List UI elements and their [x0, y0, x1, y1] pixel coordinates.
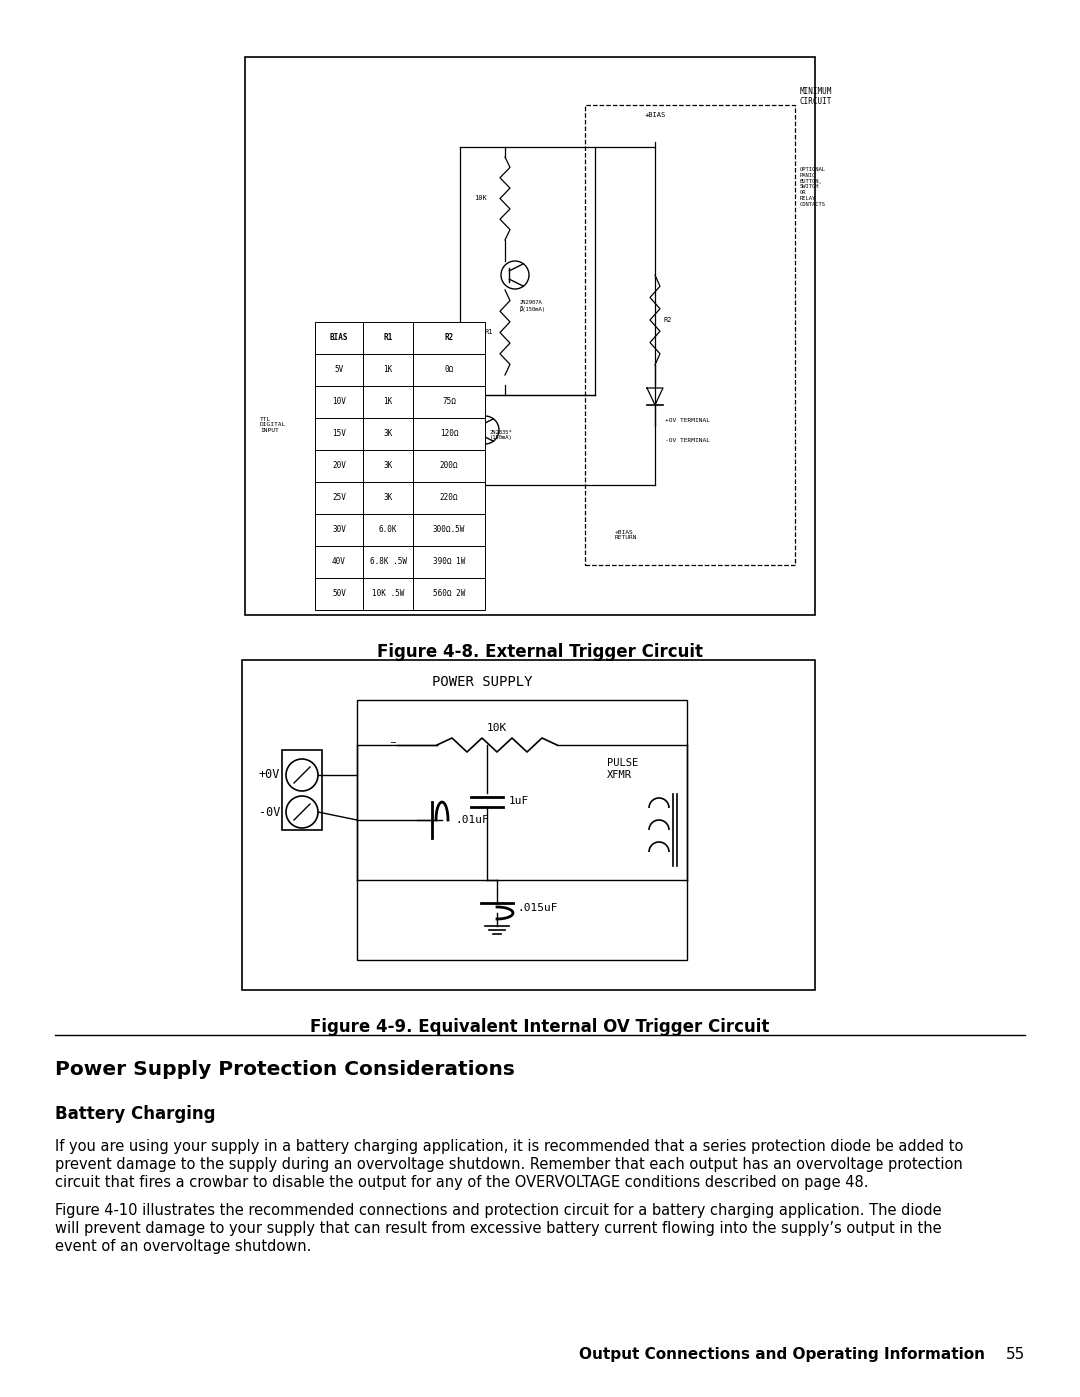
Text: 300Ω.5W: 300Ω.5W: [433, 525, 465, 535]
Text: R1: R1: [485, 330, 492, 335]
Text: 1K: 1K: [383, 398, 393, 407]
Text: 560Ω 2W: 560Ω 2W: [433, 590, 465, 598]
Text: BIAS: BIAS: [329, 334, 348, 342]
Text: +0V: +0V: [258, 768, 280, 781]
Text: 10V: 10V: [332, 398, 346, 407]
Text: -OV TERMINAL: -OV TERMINAL: [665, 437, 710, 443]
Bar: [413, 482, 485, 514]
Bar: [315, 386, 363, 418]
Bar: [363, 482, 413, 514]
Text: prevent damage to the supply during an overvoltage shutdown. Remember that each : prevent damage to the supply during an o…: [55, 1157, 962, 1172]
Bar: [363, 578, 413, 610]
Bar: [413, 514, 485, 546]
Bar: [363, 546, 413, 578]
Text: Battery Charging: Battery Charging: [55, 1105, 216, 1123]
Text: 2N2835*
(150mA): 2N2835* (150mA): [490, 430, 513, 440]
Bar: [413, 353, 485, 386]
Text: 10K: 10K: [474, 196, 487, 201]
Bar: [357, 700, 687, 960]
Text: 50V: 50V: [332, 590, 346, 598]
Text: .01uF: .01uF: [455, 814, 489, 826]
Text: 0Ω: 0Ω: [444, 366, 454, 374]
Text: _: _: [390, 733, 395, 743]
Bar: [363, 353, 413, 386]
Bar: [363, 321, 413, 353]
Text: 1K: 1K: [383, 366, 393, 374]
Bar: [363, 418, 413, 450]
Text: * OR EQUIVALENT: * OR EQUIVALENT: [399, 532, 462, 538]
Bar: [413, 386, 485, 418]
Text: circuit that fires a crowbar to disable the output for any of the OVERVOLTAGE co: circuit that fires a crowbar to disable …: [55, 1175, 868, 1190]
Text: Figure 4-10 illustrates the recommended connections and protection circuit for a: Figure 4-10 illustrates the recommended …: [55, 1203, 942, 1218]
Text: 1uF: 1uF: [509, 796, 529, 806]
Text: MINIMUM
CIRCUIT: MINIMUM CIRCUIT: [800, 87, 833, 106]
Text: -0V: -0V: [258, 806, 280, 819]
Text: 6.8K .5W: 6.8K .5W: [369, 557, 406, 567]
Bar: [315, 482, 363, 514]
Text: TTL
DIGITAL
INPUT: TTL DIGITAL INPUT: [260, 416, 286, 433]
Bar: [315, 321, 363, 353]
Text: 15V: 15V: [332, 429, 346, 439]
Text: 10K .5W: 10K .5W: [372, 590, 404, 598]
Text: R1: R1: [383, 334, 393, 342]
Text: 120Ω: 120Ω: [440, 429, 458, 439]
Text: 10K: 10K: [432, 450, 445, 455]
Bar: [245, 57, 815, 615]
Text: OPTIONAL
PANIC
BUTTON,
SWITCH
OR
RELAY
CONTACTS: OPTIONAL PANIC BUTTON, SWITCH OR RELAY C…: [800, 168, 826, 207]
Bar: [413, 578, 485, 610]
Text: Output Connections and Operating Information: Output Connections and Operating Informa…: [579, 1347, 985, 1362]
Text: If you are using your supply in a battery charging application, it is recommende: If you are using your supply in a batter…: [55, 1139, 963, 1154]
Text: 75Ω: 75Ω: [442, 398, 456, 407]
Text: R2: R2: [663, 317, 672, 323]
Bar: [315, 418, 363, 450]
Bar: [413, 418, 485, 450]
Bar: [315, 450, 363, 482]
Text: PULSE
XFMR: PULSE XFMR: [607, 759, 638, 780]
Bar: [242, 659, 815, 990]
Text: 20V: 20V: [332, 461, 346, 471]
Text: POWER SUPPLY: POWER SUPPLY: [432, 675, 532, 689]
Bar: [585, 105, 795, 564]
Bar: [363, 514, 413, 546]
Text: 6.0K: 6.0K: [379, 525, 397, 535]
Text: 2N2907A
β(150mA): 2N2907A β(150mA): [519, 300, 546, 312]
Text: 3K: 3K: [383, 461, 393, 471]
Text: 10K: 10K: [411, 409, 424, 416]
Bar: [363, 386, 413, 418]
Text: 220Ω: 220Ω: [440, 493, 458, 503]
Text: Power Supply Protection Considerations: Power Supply Protection Considerations: [55, 1060, 515, 1078]
Text: event of an overvoltage shutdown.: event of an overvoltage shutdown.: [55, 1239, 311, 1255]
Text: 3K: 3K: [383, 493, 393, 503]
Bar: [363, 450, 413, 482]
Text: 200Ω: 200Ω: [440, 461, 458, 471]
Text: +BIAS: +BIAS: [645, 112, 665, 117]
Bar: [413, 321, 485, 353]
Bar: [282, 750, 322, 830]
Text: 30V: 30V: [332, 525, 346, 535]
Text: 40V: 40V: [332, 557, 346, 567]
Text: 390Ω 1W: 390Ω 1W: [433, 557, 465, 567]
Bar: [315, 546, 363, 578]
Text: Figure 4-8. External Trigger Circuit: Figure 4-8. External Trigger Circuit: [377, 643, 703, 661]
Bar: [413, 450, 485, 482]
Text: Figure 4-9. Equivalent Internal OV Trigger Circuit: Figure 4-9. Equivalent Internal OV Trigg…: [310, 1018, 770, 1037]
Bar: [315, 514, 363, 546]
Bar: [413, 546, 485, 578]
Text: 3K: 3K: [383, 429, 393, 439]
Text: .015uF: .015uF: [517, 902, 557, 914]
Text: 5V: 5V: [335, 366, 343, 374]
Text: will prevent damage to your supply that can result from excessive battery curren: will prevent damage to your supply that …: [55, 1221, 942, 1236]
Bar: [315, 578, 363, 610]
Text: R2: R2: [444, 334, 454, 342]
Bar: [315, 353, 363, 386]
Text: +BIAS
RETURN: +BIAS RETURN: [615, 529, 637, 541]
Text: 10K: 10K: [487, 724, 508, 733]
Text: +OV TERMINAL: +OV TERMINAL: [665, 418, 710, 422]
Text: 55: 55: [1005, 1347, 1025, 1362]
Text: 25V: 25V: [332, 493, 346, 503]
